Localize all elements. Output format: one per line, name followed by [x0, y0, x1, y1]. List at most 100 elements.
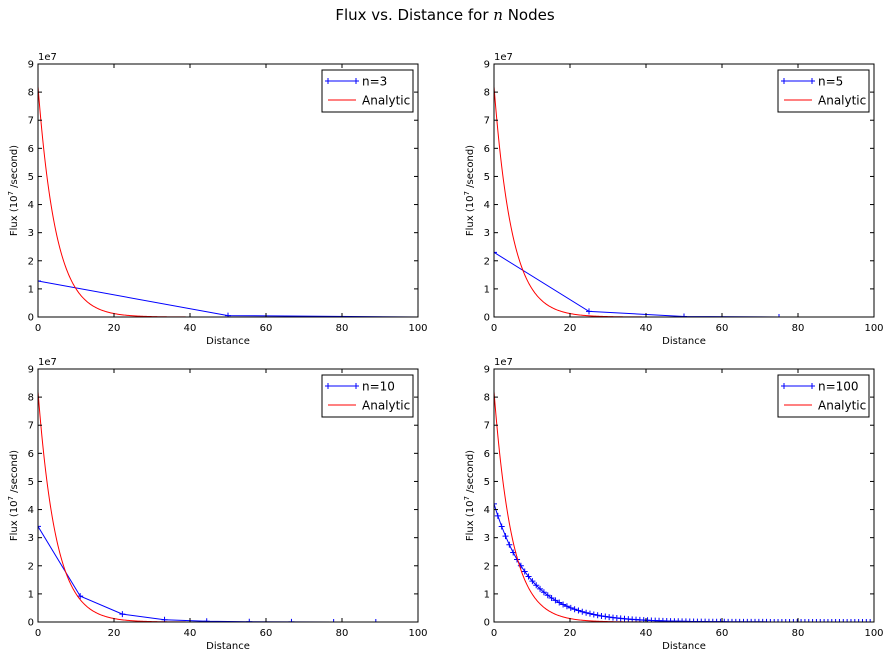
y-offset-text: 1e7	[494, 52, 513, 63]
data-point-marker	[602, 613, 609, 620]
legend-label-Analytic: Analytic	[818, 399, 866, 413]
x-tick-label: 40	[640, 628, 653, 639]
y-tick-label: 0	[28, 313, 34, 324]
data-point-marker	[119, 611, 126, 618]
y-axis-label-unit: /second)	[9, 145, 20, 191]
legend-label-n=100: n=100	[818, 380, 859, 394]
legend-box	[777, 374, 870, 418]
y-axis-label-unit: /second)	[465, 450, 476, 496]
y-tick-label: 0	[28, 618, 34, 629]
data-point-marker	[594, 612, 601, 619]
figure-title-suffix: Nodes	[502, 6, 555, 24]
y-tick-label: 5	[484, 477, 490, 488]
data-point-marker	[571, 606, 578, 613]
legend: n=3 Analytic	[321, 69, 414, 113]
data-point-marker	[502, 533, 509, 540]
y-axis-label: Flux (107 /second)	[463, 450, 476, 541]
axes-frame	[37, 368, 419, 623]
legend: n=10 Analytic	[321, 374, 414, 418]
x-tick-label: 80	[336, 323, 349, 334]
data-point-marker	[583, 609, 590, 616]
data-point-marker	[563, 603, 570, 610]
data-point-marker	[38, 278, 41, 285]
legend: n=5 Analytic	[777, 69, 870, 113]
legend-label-n=3: n=3	[362, 75, 387, 89]
legend-marker	[325, 78, 331, 84]
data-point-marker	[560, 601, 567, 608]
y-tick-label: 8	[28, 88, 34, 99]
plot-area	[494, 391, 874, 622]
legend-label-Analytic: Analytic	[818, 94, 866, 108]
data-point-marker	[494, 249, 497, 256]
data-point-marker	[567, 604, 574, 611]
y-axis-label-base: Flux (10	[9, 501, 20, 542]
y-tick-label: 9	[28, 60, 34, 71]
y-tick-label: 6	[28, 449, 34, 460]
data-point-marker	[537, 585, 544, 592]
legend: n=100 Analytic	[777, 374, 870, 418]
plot-area	[38, 391, 418, 622]
y-axis-label-exponent: 7	[463, 191, 471, 195]
x-tick-label: 60	[260, 323, 273, 334]
x-tick-label: 0	[491, 323, 497, 334]
y-axis-label-base: Flux (10	[465, 196, 476, 237]
y-tick-label: 2	[28, 256, 34, 267]
y-tick-label: 4	[484, 505, 490, 516]
y-tick-label: 4	[28, 200, 34, 211]
plot-area	[494, 86, 874, 317]
legend-marker	[781, 78, 787, 84]
data-point-marker	[579, 608, 586, 615]
x-tick-label: 60	[716, 323, 729, 334]
series-line-Analytic	[494, 86, 874, 317]
data-point-marker	[525, 573, 532, 580]
y-axis-label-base: Flux (10	[465, 501, 476, 542]
y-tick-label: 2	[484, 256, 490, 267]
y-tick-label: 6	[28, 144, 34, 155]
x-axis-label: Distance	[662, 641, 706, 652]
y-tick-label: 5	[28, 172, 34, 183]
legend-marker	[809, 78, 815, 84]
x-axis-label: Distance	[662, 336, 706, 347]
data-point-marker	[517, 562, 524, 569]
subplot-4: 0 20 40 60 80 100 0 1 2 3 4 5 6 7 8 9 1e7 Distance Flux (1…	[463, 357, 884, 652]
subplot-3: 0 20 40 60 80 100 0 1 2 3 4 5 6 7 8 9 1e7 Distance Flux (1…	[7, 357, 428, 652]
x-axis-label: Distance	[206, 641, 250, 652]
figure-title-prefix: Flux vs. Distance for	[335, 6, 494, 24]
y-tick-label: 1	[484, 589, 490, 600]
legend-label-n=5: n=5	[818, 75, 843, 89]
x-tick-label: 80	[336, 628, 349, 639]
y-tick-label: 3	[484, 533, 490, 544]
x-tick-label: 40	[184, 628, 197, 639]
y-offset-text: 1e7	[38, 52, 57, 63]
series-line-n=10	[38, 526, 418, 622]
figure-title: Flux vs. Distance for n Nodes	[0, 6, 890, 24]
data-point-marker	[521, 568, 528, 575]
x-tick-label: 80	[792, 323, 805, 334]
x-tick-label: 40	[640, 323, 653, 334]
legend-box	[777, 69, 870, 113]
x-tick-label: 100	[408, 628, 427, 639]
x-tick-label: 60	[716, 628, 729, 639]
y-offset-text: 1e7	[494, 357, 513, 368]
x-tick-label: 80	[792, 628, 805, 639]
x-tick-label: 60	[260, 628, 273, 639]
series-line-Analytic	[494, 391, 874, 622]
series-line-n=3	[38, 280, 418, 317]
legend-marker	[325, 383, 331, 389]
y-tick-label: 7	[28, 421, 34, 432]
series-line-n=100	[494, 503, 874, 622]
y-tick-label: 0	[484, 313, 490, 324]
x-tick-label: 100	[864, 323, 883, 334]
series-line-Analytic	[38, 86, 418, 317]
axes-frame	[493, 63, 875, 318]
data-point-marker	[494, 512, 501, 519]
axes-frame	[37, 63, 419, 318]
y-axis-label: Flux (107 /second)	[7, 145, 20, 236]
x-axis-label: Distance	[206, 336, 250, 347]
x-tick-label: 0	[35, 628, 41, 639]
x-tick-label: 20	[108, 323, 121, 334]
legend-marker	[353, 383, 359, 389]
y-tick-label: 1	[28, 589, 34, 600]
y-axis-label: Flux (107 /second)	[463, 145, 476, 236]
